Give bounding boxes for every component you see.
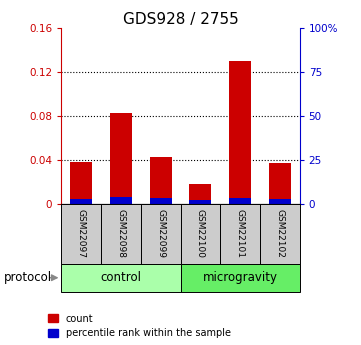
Text: GSM22099: GSM22099 — [156, 209, 165, 258]
Text: GSM22102: GSM22102 — [275, 209, 284, 258]
Bar — [150, 157, 171, 204]
FancyBboxPatch shape — [260, 204, 300, 264]
Bar — [190, 184, 211, 204]
Bar — [150, 198, 171, 204]
Bar — [269, 199, 291, 204]
Bar — [229, 61, 251, 204]
FancyBboxPatch shape — [220, 204, 260, 264]
Bar — [70, 199, 92, 204]
Bar — [110, 197, 132, 204]
FancyBboxPatch shape — [180, 204, 220, 264]
FancyBboxPatch shape — [141, 204, 180, 264]
Text: GSM22098: GSM22098 — [117, 209, 125, 258]
Legend: count, percentile rank within the sample: count, percentile rank within the sample — [48, 314, 231, 338]
FancyBboxPatch shape — [180, 264, 300, 292]
Bar — [70, 162, 92, 204]
Text: GSM22100: GSM22100 — [196, 209, 205, 258]
Text: protocol: protocol — [4, 271, 52, 284]
Bar — [190, 200, 211, 204]
Text: GSM22101: GSM22101 — [236, 209, 244, 258]
Text: control: control — [100, 271, 142, 284]
FancyBboxPatch shape — [61, 264, 180, 292]
Text: GDS928 / 2755: GDS928 / 2755 — [123, 12, 238, 27]
FancyBboxPatch shape — [101, 204, 141, 264]
Text: microgravity: microgravity — [203, 271, 278, 284]
FancyBboxPatch shape — [61, 204, 101, 264]
Bar — [229, 198, 251, 204]
Bar — [110, 114, 132, 204]
Text: GSM22097: GSM22097 — [77, 209, 86, 258]
Bar — [269, 163, 291, 204]
